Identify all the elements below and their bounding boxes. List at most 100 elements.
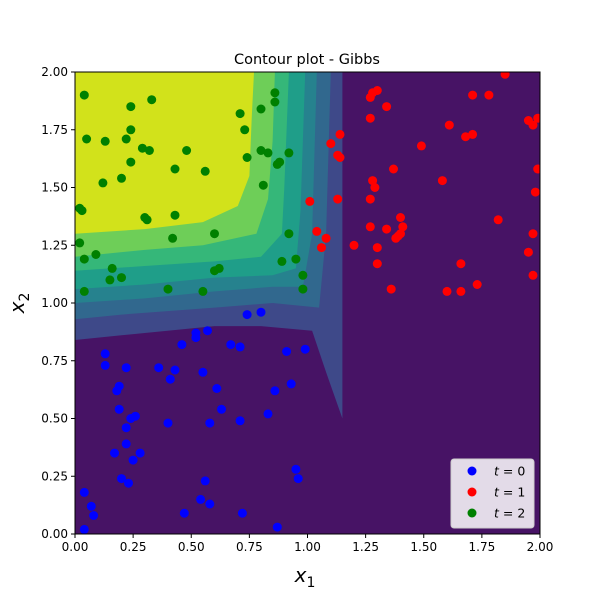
point-t1-40 (391, 233, 401, 243)
point-t2-39 (291, 254, 301, 264)
contour-fill (75, 72, 343, 419)
point-t1-1 (468, 90, 478, 100)
point-t2-4 (270, 97, 280, 107)
point-t2-40 (107, 263, 117, 273)
point-t2-30 (142, 215, 152, 225)
legend: t = 0 t = 1 t = 2 (450, 458, 535, 529)
point-t2-42 (210, 266, 219, 276)
point-t1-9 (461, 132, 471, 142)
y-axis: 0.00 0.25 0.50 0.75 1.00 1.25 1.50 1.75 2.00 (41, 65, 75, 541)
y-axis-label-sub: 2 (17, 293, 33, 302)
point-t0-35 (291, 464, 301, 474)
point-t2-48 (163, 284, 173, 294)
point-t0-13 (198, 367, 208, 377)
point-t1-19 (389, 164, 398, 174)
point-t1-45 (528, 270, 538, 280)
point-t0-4 (256, 307, 266, 317)
point-t2-43 (105, 275, 115, 285)
x-tick-label: 0.25 (120, 540, 147, 554)
point-t0-15 (300, 344, 310, 354)
point-t0-11 (170, 365, 180, 375)
point-t2-16 (263, 148, 273, 158)
point-t1-34 (312, 226, 322, 236)
point-t1-26 (530, 187, 540, 197)
point-t1-48 (456, 286, 466, 296)
point-t2-20 (170, 164, 180, 174)
point-t0-20 (270, 386, 280, 396)
x-axis-label-main: x (294, 563, 307, 587)
point-t0-9 (100, 360, 110, 370)
point-t2-6 (235, 109, 245, 119)
point-t0-27 (205, 418, 215, 428)
point-t0-2 (203, 326, 212, 336)
y-tick-label: 1.50 (41, 181, 68, 195)
point-t0-32 (110, 448, 119, 458)
point-t0-21 (286, 379, 296, 389)
y-tick-label: 0.00 (41, 527, 68, 541)
x-axis-label-sub: 1 (306, 575, 315, 591)
point-t2-33 (210, 229, 219, 239)
point-t2-25 (117, 173, 126, 183)
point-t1-25 (333, 194, 343, 204)
chart-title: Contour plot - Gibbs (234, 52, 380, 68)
legend-marker-t2 (467, 508, 477, 518)
point-t2-17 (284, 148, 294, 158)
y-tick-label: 0.25 (41, 469, 68, 483)
point-t1-2 (484, 90, 494, 100)
point-t1-18 (416, 141, 426, 151)
point-t2-36 (79, 254, 89, 264)
point-t1-11 (335, 129, 345, 139)
point-t0-17 (112, 386, 122, 396)
legend-label-t0: t = 0 (494, 464, 525, 479)
point-t2-7 (82, 134, 92, 144)
point-t0-26 (163, 418, 173, 428)
point-t1-38 (372, 243, 382, 253)
point-t2-13 (144, 146, 154, 155)
point-t0-41 (205, 499, 215, 509)
legend-entries: t = 0 t = 1 t = 2 (467, 464, 525, 521)
point-t1-47 (442, 286, 452, 296)
point-t0-25 (121, 423, 131, 433)
point-t0-18 (121, 363, 131, 373)
point-t2-10 (126, 125, 136, 135)
x-tick-label: 0.00 (62, 540, 89, 554)
x-tick-label: 0.75 (236, 540, 263, 554)
point-t0-48 (272, 522, 282, 532)
y-axis-label: x2 (5, 293, 33, 315)
point-t2-14 (182, 146, 192, 155)
point-t1-31 (382, 224, 392, 234)
point-t0-19 (212, 384, 222, 393)
point-t0-24 (126, 414, 136, 423)
point-t2-2 (147, 95, 157, 105)
x-tick-label: 1.75 (469, 540, 496, 554)
point-t0-29 (235, 416, 245, 426)
point-t1-5 (372, 86, 382, 95)
legend-label-t2: t = 2 (494, 506, 525, 521)
point-t2-37 (91, 250, 101, 259)
point-t2-11 (240, 125, 250, 135)
point-t2-31 (170, 210, 180, 220)
point-t1-6 (365, 113, 375, 123)
point-t1-0 (500, 72, 510, 79)
point-t1-30 (365, 222, 375, 232)
point-t2-9 (121, 134, 131, 144)
point-t1-28 (396, 213, 405, 222)
x-axis: 0.00 0.25 0.50 0.75 1.00 1.25 1.50 1.75 2.00 (62, 534, 554, 554)
y-tick-label: 1.75 (41, 123, 68, 137)
point-t1-44 (456, 259, 466, 269)
point-t0-36 (293, 474, 303, 484)
point-t1-29 (493, 215, 503, 225)
point-t0-42 (179, 508, 189, 518)
point-t0-3 (242, 310, 252, 320)
point-t1-14 (533, 113, 540, 123)
point-t2-49 (198, 286, 208, 296)
point-t1-17 (335, 153, 345, 162)
point-t2-44 (117, 273, 126, 283)
y-tick-label: 2.00 (41, 65, 68, 79)
point-t2-18 (126, 157, 136, 167)
point-t1-7 (382, 102, 392, 112)
x-tick-label: 2.00 (527, 540, 554, 554)
point-t0-40 (196, 494, 206, 504)
point-t2-3 (270, 88, 280, 98)
point-t0-12 (165, 374, 175, 384)
